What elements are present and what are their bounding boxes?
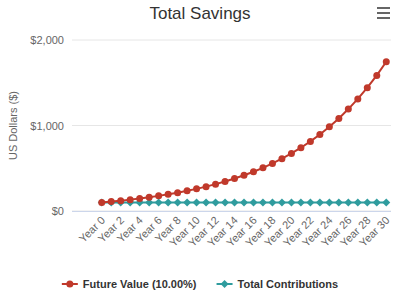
series-marker (316, 131, 323, 138)
series-marker (193, 198, 201, 206)
series-marker (278, 198, 286, 206)
legend-item: Total Contributions (217, 278, 339, 290)
series-marker (259, 198, 267, 206)
series-marker (269, 160, 276, 167)
series-marker (231, 198, 239, 206)
series-marker (155, 198, 163, 206)
series-marker (363, 198, 371, 206)
series-marker (287, 198, 295, 206)
legend-item: Future Value (10.00%) (62, 278, 197, 290)
series-marker (240, 198, 248, 206)
legend-marker (66, 281, 73, 288)
series-marker (174, 189, 181, 196)
series-marker (202, 198, 210, 206)
series-marker (288, 150, 295, 157)
series-marker (146, 194, 153, 201)
series-marker (307, 138, 314, 145)
grid-line (72, 40, 391, 41)
y-tick-label: $2,000 (30, 34, 64, 46)
series-marker (335, 115, 342, 122)
series-marker (383, 58, 390, 65)
series-marker (222, 178, 229, 185)
series-marker (306, 198, 314, 206)
series-marker (98, 199, 105, 206)
series-marker (117, 197, 124, 204)
series-marker (184, 187, 191, 194)
menu-button[interactable] (377, 7, 390, 19)
series-marker (316, 198, 324, 206)
series-marker (212, 181, 219, 188)
x-axis-line (72, 211, 391, 212)
series-marker (344, 198, 352, 206)
series-marker (136, 195, 143, 202)
series-marker (354, 198, 362, 206)
legend-label: Total Contributions (238, 278, 339, 290)
menu-line (377, 7, 390, 9)
series-marker (231, 175, 238, 182)
legend-label: Future Value (10.00%) (83, 278, 197, 290)
series-marker (250, 168, 257, 175)
legend-marker (221, 280, 229, 288)
series-marker (259, 164, 266, 171)
series-marker (373, 72, 380, 79)
series-marker (193, 185, 200, 192)
series-marker (108, 198, 115, 205)
grid-line (72, 125, 391, 126)
series-marker (164, 198, 172, 206)
series-marker (364, 84, 371, 91)
grid-line (72, 211, 391, 212)
series-marker (335, 198, 343, 206)
chart: Total Savings US Dollars ($) $0 $1,000 $2,00… (0, 0, 400, 300)
series-marker (221, 198, 229, 206)
series-marker (107, 198, 115, 206)
series-group (98, 58, 391, 206)
title: Total Savings (149, 4, 250, 23)
menu-line (377, 12, 390, 14)
series-line (102, 62, 387, 203)
series-marker (373, 198, 381, 206)
series-marker (326, 123, 333, 130)
series-marker (98, 198, 106, 206)
series-marker (203, 183, 210, 190)
series-marker (249, 198, 257, 206)
series-marker (297, 198, 305, 206)
series-marker (345, 106, 352, 113)
series-marker (174, 198, 182, 206)
y-axis-title: US Dollars ($) (7, 91, 19, 160)
series-marker (212, 198, 220, 206)
legend: Future Value (10.00%) Total Contributions (62, 278, 338, 290)
y-tick-label: $1,000 (30, 120, 64, 132)
series-marker (165, 191, 172, 198)
series-marker (297, 144, 304, 151)
series-marker (241, 172, 248, 179)
series-marker (354, 95, 361, 102)
series-marker (325, 198, 333, 206)
series-marker (155, 192, 162, 199)
series-marker (278, 155, 285, 162)
series-marker (268, 198, 276, 206)
y-tick-label: $0 (52, 205, 64, 217)
series-marker (382, 198, 390, 206)
menu-line (377, 17, 390, 19)
x-tick-label: Year 30 (357, 214, 392, 249)
series-marker (183, 198, 191, 206)
series-marker (127, 196, 134, 203)
